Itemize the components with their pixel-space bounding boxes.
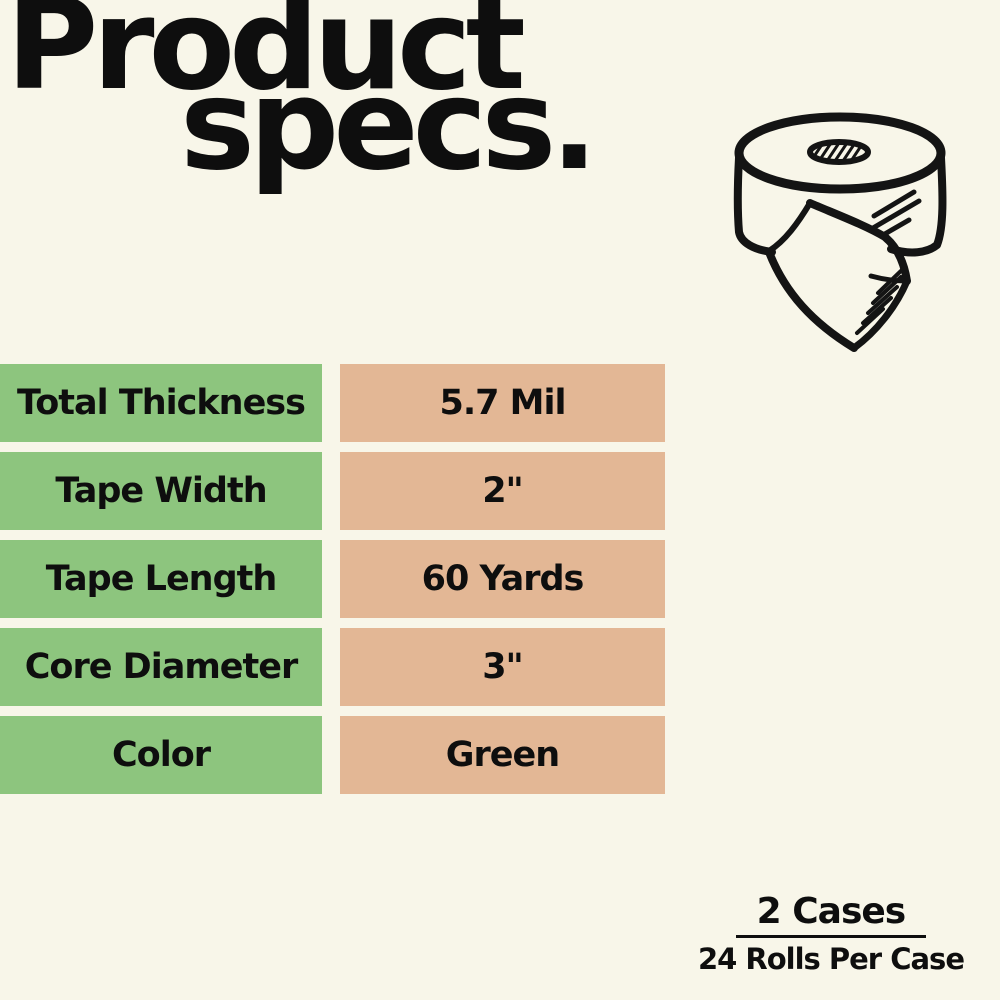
spec-value-tape-length: 60 Yards bbox=[340, 540, 665, 618]
divider-line bbox=[735, 935, 926, 939]
page-title-line1: Product bbox=[6, 0, 526, 118]
spec-label-tape-width: Tape Width bbox=[0, 452, 322, 530]
page-title-line2: specs. bbox=[180, 51, 598, 198]
spec-value-tape-width: 2" bbox=[340, 452, 665, 530]
table-row: Core Diameter 3" bbox=[0, 628, 665, 706]
cases-count: 2 Cases bbox=[756, 890, 907, 932]
spec-label-core-diameter: Core Diameter bbox=[0, 628, 322, 706]
spec-value-core-diameter: 3" bbox=[340, 628, 665, 706]
spec-value-total-thickness: 5.7 Mil bbox=[340, 364, 665, 442]
spec-label-color: Color bbox=[0, 716, 322, 794]
rolls-per-case: 24 Rolls Per Case bbox=[697, 942, 965, 977]
tape-roll-icon bbox=[733, 112, 947, 352]
spec-label-tape-length: Tape Length bbox=[0, 540, 322, 618]
table-row: Tape Width 2" bbox=[0, 452, 665, 530]
table-row: Total Thickness 5.7 Mil bbox=[0, 364, 665, 442]
spec-table: Total Thickness 5.7 Mil Tape Width 2" Ta… bbox=[0, 364, 665, 794]
spec-label-total-thickness: Total Thickness bbox=[0, 364, 322, 442]
table-row: Tape Length 60 Yards bbox=[0, 540, 665, 618]
table-row: Color Green bbox=[0, 716, 665, 794]
spec-value-color: Green bbox=[340, 716, 665, 794]
case-info: 2 Cases 24 Rolls Per Case bbox=[697, 890, 965, 977]
